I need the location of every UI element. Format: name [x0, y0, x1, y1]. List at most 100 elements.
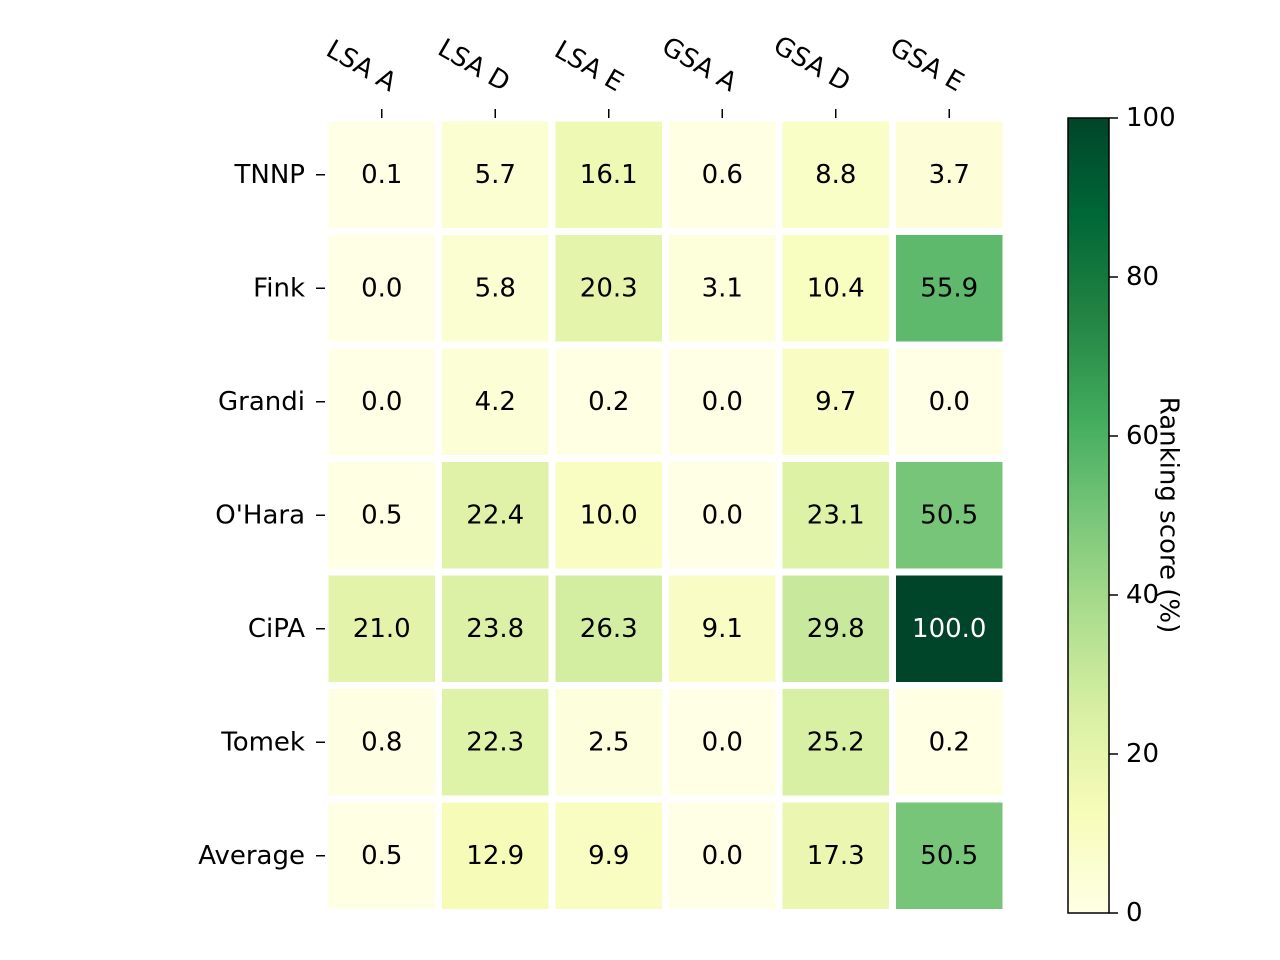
colorbar-gradient: [1067, 117, 1110, 914]
cell-value-label: 25.2: [807, 727, 865, 757]
column-label-lsa-d: LSA D: [433, 33, 515, 98]
cell-value-label: 0.5: [361, 500, 402, 530]
cell-o-hara-gsa-a: [669, 462, 776, 569]
row-tick-labels: TNNP Fink Grandi O'Hara CiPA Tomek Average: [198, 160, 325, 871]
cell-value-label: 20.3: [580, 273, 638, 303]
cell-average-lsa-e: [555, 802, 662, 909]
cell-fink-gsa-d: [782, 235, 889, 342]
cell-cipa-lsa-d: [442, 575, 549, 682]
cell-tomek-lsa-a: [328, 689, 435, 796]
cell-fink-gsa-a: [669, 235, 776, 342]
cell-value-label: 9.9: [588, 841, 629, 871]
cell-cipa-lsa-a: [328, 575, 435, 682]
cell-fink-gsa-e: [896, 235, 1003, 342]
cell-value-label: 55.9: [920, 273, 978, 303]
cell-value-label: 9.7: [815, 387, 856, 417]
cell-value-label: 3.7: [929, 160, 970, 190]
cell-tomek-lsa-d: [442, 689, 549, 796]
heatmap-cells: 0.1 5.7 16.1 0.6 8.8 3.7 0.0 5.8 20.3 3.1 10.4 55.9…: [328, 121, 1003, 909]
cell-value-label: 2.5: [588, 727, 629, 757]
cell-value-label: 0.0: [702, 500, 743, 530]
cell-average-lsa-a: [328, 802, 435, 909]
cell-grandi-lsa-d: [442, 348, 549, 455]
cell-cipa-gsa-e: [896, 575, 1003, 682]
cell-value-label: 0.0: [702, 841, 743, 871]
cell-value-label: 100.0: [912, 614, 986, 644]
cell-tomek-gsa-a: [669, 689, 776, 796]
cell-value-label: 8.8: [815, 160, 856, 190]
cell-value-label: 22.3: [466, 727, 524, 757]
colorbar-tick-label: 40: [1126, 580, 1159, 610]
cell-average-lsa-d: [442, 802, 549, 909]
cell-value-label: 3.1: [702, 273, 743, 303]
row-label-tnnp: TNNP: [234, 160, 305, 190]
cell-tnnp-lsa-e: [555, 121, 662, 228]
cell-grandi-lsa-e: [555, 348, 662, 455]
cell-grandi-gsa-e: [896, 348, 1003, 455]
column-tick-labels: LSA A LSA D LSA E GSA A GSA D GSA E: [321, 30, 969, 118]
cell-tomek-lsa-e: [555, 689, 662, 796]
cell-fink-lsa-d: [442, 235, 549, 342]
cell-value-label: 0.5: [361, 841, 402, 871]
cell-cipa-gsa-a: [669, 575, 776, 682]
column-label-lsa-e: LSA E: [549, 35, 628, 98]
cell-value-label: 23.8: [466, 614, 524, 644]
cell-value-label: 0.0: [702, 387, 743, 417]
cell-value-label: 9.1: [702, 614, 743, 644]
column-label-gsa-a: GSA A: [657, 32, 742, 99]
cell-value-label: 0.8: [361, 727, 402, 757]
cell-o-hara-lsa-a: [328, 462, 435, 569]
cell-value-label: 0.0: [361, 273, 402, 303]
cell-value-label: 5.7: [475, 160, 516, 190]
cell-tnnp-lsa-d: [442, 121, 549, 228]
colorbar-label: Ranking score (%): [1154, 397, 1184, 634]
column-label-gsa-e: GSA E: [885, 32, 969, 98]
cell-grandi-lsa-a: [328, 348, 435, 455]
cell-value-label: 0.1: [361, 160, 402, 190]
cell-value-label: 0.2: [929, 727, 970, 757]
row-label-cipa: CiPA: [248, 614, 305, 644]
row-label-o-hara: O'Hara: [215, 500, 305, 530]
cell-tomek-gsa-d: [782, 689, 889, 796]
cell-value-label: 26.3: [580, 614, 638, 644]
cell-tomek-gsa-e: [896, 689, 1003, 796]
cell-value-label: 50.5: [920, 500, 978, 530]
colorbar-tick-label: 100: [1126, 103, 1176, 133]
column-label-gsa-d: GSA D: [768, 30, 855, 98]
colorbar: 0 20 40 60 80 100 Ranking score (%): [1067, 103, 1184, 928]
cell-tnnp-gsa-a: [669, 121, 776, 228]
cell-o-hara-gsa-e: [896, 462, 1003, 569]
cell-value-label: 29.8: [807, 614, 865, 644]
colorbar-tick-label: 60: [1126, 421, 1159, 451]
cell-value-label: 0.0: [361, 387, 402, 417]
cell-grandi-gsa-a: [669, 348, 776, 455]
cell-tnnp-gsa-d: [782, 121, 889, 228]
cell-value-label: 10.0: [580, 500, 638, 530]
row-label-tomek: Tomek: [220, 727, 305, 757]
colorbar-tick-label: 80: [1126, 262, 1159, 292]
cell-o-hara-lsa-e: [555, 462, 662, 569]
cell-value-label: 10.4: [807, 273, 865, 303]
cell-value-label: 22.4: [466, 500, 524, 530]
cell-tnnp-gsa-e: [896, 121, 1003, 228]
row-label-average: Average: [198, 841, 305, 871]
cell-value-label: 0.0: [929, 387, 970, 417]
cell-grandi-gsa-d: [782, 348, 889, 455]
row-label-grandi: Grandi: [218, 387, 305, 417]
colorbar-tick-label: 20: [1126, 739, 1159, 769]
colorbar-ticks: 0 20 40 60 80 100: [1109, 103, 1176, 928]
colorbar-tick-label: 0: [1126, 898, 1143, 928]
cell-value-label: 0.6: [702, 160, 743, 190]
row-label-fink: Fink: [253, 273, 305, 303]
cell-value-label: 23.1: [807, 500, 865, 530]
cell-cipa-lsa-e: [555, 575, 662, 682]
cell-value-label: 5.8: [475, 273, 516, 303]
cell-o-hara-gsa-d: [782, 462, 889, 569]
cell-o-hara-lsa-d: [442, 462, 549, 569]
cell-tnnp-lsa-a: [328, 121, 435, 228]
cell-average-gsa-e: [896, 802, 1003, 909]
cell-average-gsa-a: [669, 802, 776, 909]
cell-fink-lsa-a: [328, 235, 435, 342]
cell-average-gsa-d: [782, 802, 889, 909]
